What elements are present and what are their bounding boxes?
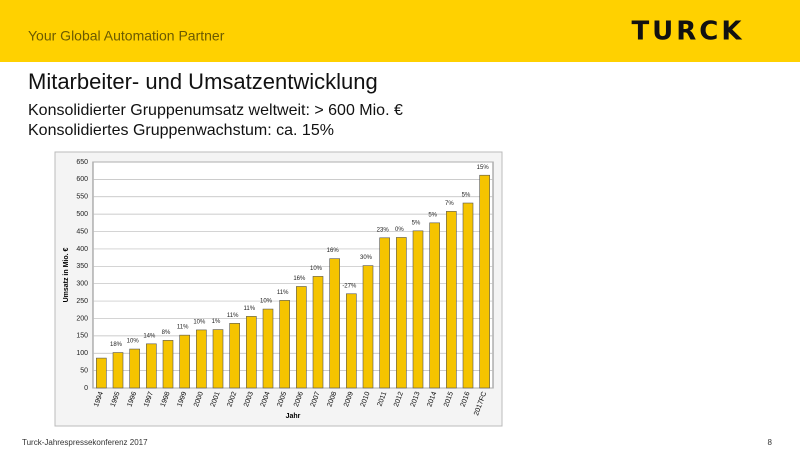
y-tick-label: 100	[76, 350, 88, 357]
growth-label: 7%	[445, 201, 454, 207]
x-tick-label: 2014	[426, 391, 438, 408]
y-tick-label: 0	[84, 385, 88, 392]
bar	[312, 276, 324, 389]
x-tick-label: 2006	[293, 391, 305, 408]
x-tick-label: 2013	[410, 391, 422, 408]
y-tick-label: 350	[76, 263, 88, 270]
y-tick-label: 600	[76, 176, 88, 183]
growth-label: 14%	[143, 333, 156, 339]
growth-label: 10%	[193, 320, 206, 326]
footer-text: Turck-Jahrespressekonferenz 2017	[22, 438, 148, 447]
x-tick-label: 2016	[460, 391, 472, 408]
bar	[296, 286, 307, 389]
bar	[179, 334, 190, 389]
bar	[196, 329, 207, 389]
growth-label: -27%	[342, 283, 357, 289]
growth-label: 1%	[212, 319, 221, 325]
growth-label: 16%	[293, 276, 306, 282]
bar	[396, 237, 407, 389]
growth-label: 5%	[412, 220, 421, 226]
bar	[212, 329, 224, 389]
subtitle: Konsolidierter Gruppenumsatz weltweit: >…	[28, 102, 403, 119]
x-tick-label: 1994	[93, 391, 105, 408]
y-tick-label: 150	[76, 333, 88, 340]
growth-label: 10%	[260, 299, 273, 305]
tagline: Your Global Automation Partner	[28, 28, 225, 44]
plot-area	[92, 161, 494, 389]
x-tick-label: 1998	[160, 391, 172, 408]
bar	[462, 202, 474, 389]
bar	[412, 230, 424, 389]
bar	[346, 293, 357, 389]
x-tick-label: 2010	[360, 391, 372, 408]
y-tick-label: 250	[76, 298, 88, 305]
y-tick-label: 400	[76, 246, 88, 253]
x-tick-label: 2011	[377, 391, 389, 408]
page-number: 8	[768, 438, 773, 447]
bar	[162, 340, 174, 389]
growth-label: 23%	[377, 227, 390, 233]
bar	[446, 211, 457, 389]
y-tick-label: 300	[76, 281, 88, 288]
bar	[246, 316, 257, 389]
bar	[379, 237, 390, 389]
x-tick-label: 2015	[443, 391, 455, 408]
slide-title: Mitarbeiter- und Umsatzentwicklung	[28, 69, 378, 94]
bar	[429, 222, 440, 389]
growth-label: 18%	[110, 342, 123, 348]
growth-label: 0%	[395, 227, 404, 233]
bar	[112, 352, 124, 389]
x-tick-label: 2002	[226, 391, 238, 408]
growth-label: 15%	[477, 165, 490, 171]
bar	[129, 348, 140, 389]
x-tick-label: 2007	[310, 391, 322, 408]
bar	[362, 265, 374, 389]
bar	[146, 343, 157, 389]
growth-label: 11%	[277, 290, 289, 296]
x-tick-label: 2001	[210, 391, 222, 408]
y-tick-label: 500	[76, 211, 88, 218]
bar	[329, 258, 340, 389]
growth-label: 30%	[360, 255, 373, 261]
bar	[229, 323, 240, 389]
x-tick-label: 1999	[176, 391, 188, 408]
logo: TURCK	[631, 17, 744, 47]
subtitle: Konsolidiertes Gruppenwachstum: ca. 15%	[28, 122, 334, 139]
x-tick-label: 2005	[276, 391, 288, 408]
bar	[479, 174, 490, 389]
x-tick-label: 2003	[243, 391, 255, 408]
growth-label: 5%	[462, 193, 471, 199]
x-tick-label: 2000	[193, 391, 205, 408]
x-tick-label: 2012	[393, 391, 405, 408]
growth-label: 10%	[310, 266, 323, 272]
growth-label: 11%	[177, 325, 189, 331]
bar	[96, 357, 107, 389]
x-tick-label: 1997	[143, 391, 155, 408]
y-axis-label: Umsatz in Mio. €	[63, 247, 70, 302]
y-tick-label: 550	[76, 194, 88, 201]
y-tick-label: 450	[76, 228, 88, 235]
x-tick-label: 1996	[126, 391, 138, 408]
x-axis-label: Jahr	[286, 413, 301, 420]
y-tick-label: 50	[80, 367, 88, 374]
y-tick-label: 650	[76, 159, 88, 166]
growth-label: 11%	[227, 313, 239, 319]
header-band	[0, 0, 800, 62]
x-tick-label: 1995	[110, 391, 122, 408]
y-tick-label: 200	[76, 315, 88, 322]
growth-label: 5%	[428, 212, 437, 218]
growth-label: 10%	[127, 339, 140, 345]
x-tick-label: 2004	[260, 391, 272, 408]
bar	[262, 308, 274, 389]
x-tick-label: 2009	[343, 391, 355, 408]
growth-label: 11%	[244, 306, 256, 312]
x-tick-label: 2008	[326, 391, 338, 408]
growth-label: 16%	[327, 248, 340, 254]
bar	[279, 300, 290, 389]
growth-label: 8%	[162, 330, 171, 336]
